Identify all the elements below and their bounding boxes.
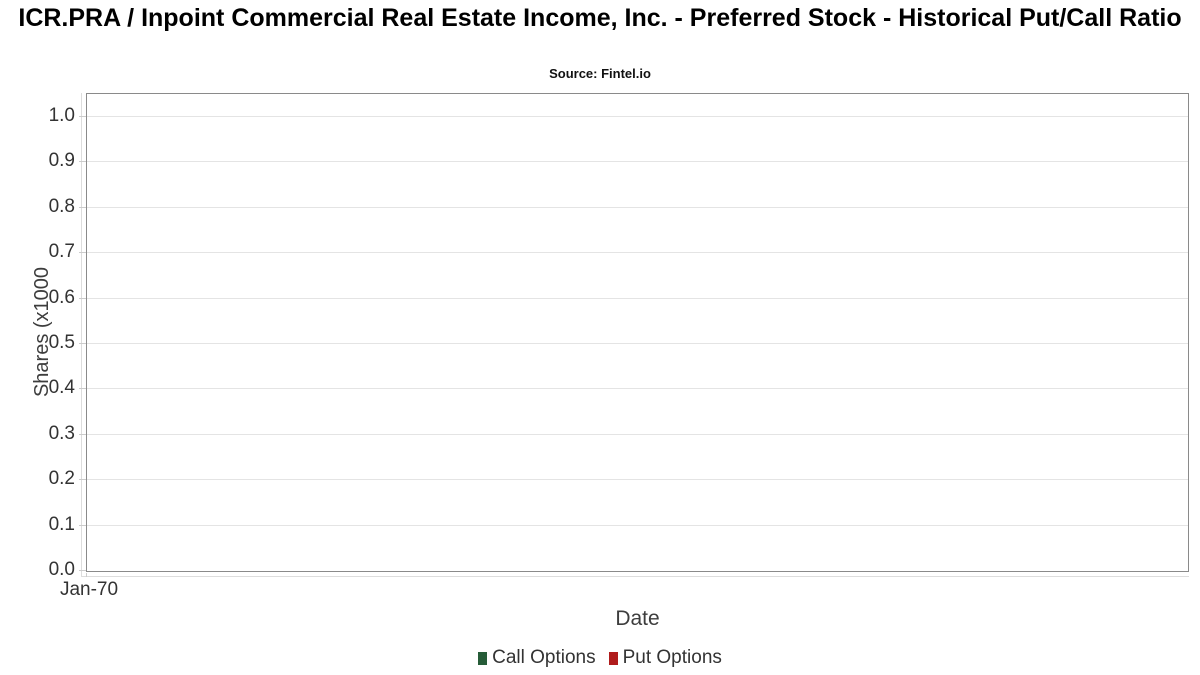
y-gridline <box>87 207 1188 208</box>
y-gridline <box>87 161 1188 162</box>
y-axis-tick <box>79 116 86 117</box>
y-axis-tick <box>79 298 86 299</box>
x-axis-tick <box>86 573 87 577</box>
y-tick-label: 0.5 <box>48 332 75 353</box>
y-tick-label: 0.4 <box>48 377 75 398</box>
y-tick-label: 0.3 <box>48 423 75 444</box>
legend-item-put-options: Put Options <box>608 647 722 669</box>
y-tick-label: 0.6 <box>48 287 75 308</box>
y-tick-label: 0.1 <box>48 514 75 535</box>
y-gridline <box>87 298 1188 299</box>
y-axis-tick <box>79 388 86 389</box>
y-axis-tick <box>79 343 86 344</box>
legend-swatch-icon <box>608 651 618 665</box>
y-axis-tick <box>79 161 86 162</box>
legend-item-call-options: Call Options <box>478 647 596 669</box>
plot-area <box>86 93 1189 572</box>
y-tick-label: 0.8 <box>48 196 75 217</box>
legend: Call Options Put Options <box>0 647 1200 669</box>
y-gridline <box>87 479 1188 480</box>
y-axis-tick <box>79 479 86 480</box>
legend-swatch-icon <box>478 651 488 665</box>
y-gridline <box>87 252 1188 253</box>
y-gridline <box>87 434 1188 435</box>
y-gridline <box>87 343 1188 344</box>
y-tick-label: 0.7 <box>48 241 75 262</box>
y-tick-label: 0.0 <box>48 559 75 580</box>
y-gridline <box>87 388 1188 389</box>
y-axis-tick <box>79 434 86 435</box>
y-axis-tick <box>79 525 86 526</box>
x-axis-line <box>81 576 1189 577</box>
y-gridline <box>87 116 1188 117</box>
x-tick-label: Jan-70 <box>59 579 119 600</box>
y-tick-label: 0.2 <box>48 468 75 489</box>
y-tick-label: 1.0 <box>48 105 75 126</box>
y-gridline <box>87 525 1188 526</box>
y-axis-tick <box>79 207 86 208</box>
y-axis-tick <box>79 570 86 571</box>
x-axis-title: Date <box>615 607 660 630</box>
y-axis-tick <box>79 252 86 253</box>
legend-label: Put Options <box>622 647 722 668</box>
chart-title: ICR.PRA / Inpoint Commercial Real Estate… <box>18 4 1182 32</box>
y-axis-line <box>81 93 82 577</box>
legend-label: Call Options <box>492 647 596 668</box>
chart-subtitle: Source: Fintel.io <box>549 66 651 81</box>
y-tick-label: 0.9 <box>48 150 75 171</box>
